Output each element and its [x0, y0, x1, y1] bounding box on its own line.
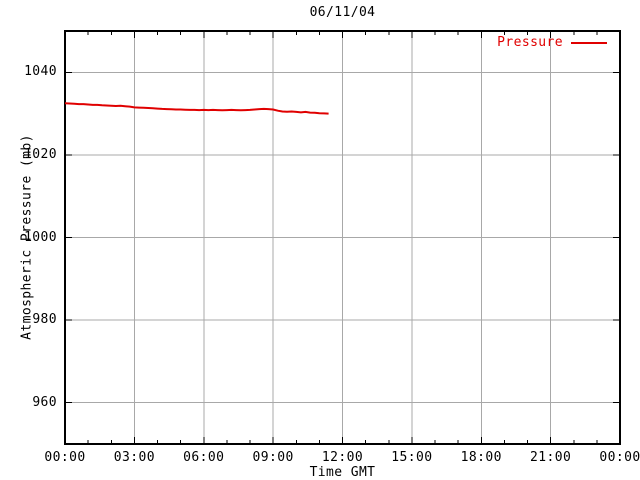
x-tick-label: 18:00	[460, 450, 502, 465]
legend-line-swatch-icon	[571, 41, 607, 44]
y-tick-label: 980	[32, 312, 57, 328]
y-tick-label: 1000	[24, 229, 57, 245]
x-tick-label: 00:00	[599, 450, 640, 465]
legend-series-label: Pressure	[497, 35, 563, 50]
x-tick-label: 03:00	[113, 450, 155, 465]
x-tick-label: 00:00	[44, 450, 86, 465]
legend: Pressure	[497, 35, 607, 50]
x-tick-label: 09:00	[252, 450, 294, 465]
x-axis-label: Time GMT	[309, 465, 376, 480]
pressure-series-line	[64, 102, 329, 115]
y-tick-label: 1020	[24, 146, 57, 162]
x-tick-label: 15:00	[391, 450, 433, 465]
x-tick-label: 12:00	[321, 450, 364, 465]
y-tick-label: 960	[32, 394, 57, 410]
chart-title: 06/11/04	[309, 5, 376, 20]
x-tick-label: 06:00	[183, 450, 225, 465]
plot-border	[64, 30, 621, 445]
x-tick-label: 21:00	[530, 450, 572, 465]
y-tick-label: 1040	[24, 64, 57, 80]
